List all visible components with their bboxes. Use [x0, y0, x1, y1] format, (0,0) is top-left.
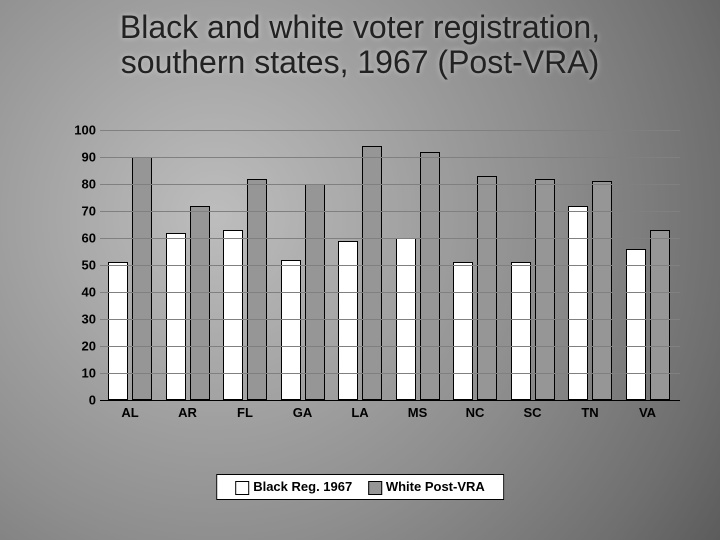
- x-tick-label: AR: [164, 405, 212, 420]
- y-tick-label: 90: [56, 150, 96, 165]
- title-line-2: southern states, 1967 (Post-VRA): [121, 44, 599, 80]
- x-tick-label: FL: [221, 405, 269, 420]
- legend-item-1: White Post-VRA: [368, 479, 485, 494]
- y-tick-label: 80: [56, 177, 96, 192]
- y-tick-label: 100: [56, 123, 96, 138]
- slide-background: Black and white voter registration, sout…: [0, 0, 720, 540]
- chart-container: AL AR FL GA LA MS NC SC TN VA 0102030405060708090…: [60, 130, 680, 450]
- legend-label-0: Black Reg. 1967: [253, 479, 352, 494]
- legend-swatch-0: [235, 481, 249, 495]
- slide-title: Black and white voter registration, sout…: [0, 10, 720, 80]
- y-tick-label: 50: [56, 258, 96, 273]
- chart-legend: Black Reg. 1967 White Post-VRA: [216, 474, 504, 500]
- legend-item-0: Black Reg. 1967: [235, 479, 356, 494]
- title-line-1: Black and white voter registration,: [120, 9, 600, 45]
- legend-swatch-1: [368, 481, 382, 495]
- x-tick-label: NC: [451, 405, 499, 420]
- x-tick-label: LA: [336, 405, 384, 420]
- x-tick-label: MS: [394, 405, 442, 420]
- x-tick-label: GA: [279, 405, 327, 420]
- y-tick-label: 70: [56, 204, 96, 219]
- x-tick-label: TN: [566, 405, 614, 420]
- y-tick-label: 10: [56, 366, 96, 381]
- y-tick-label: 30: [56, 312, 96, 327]
- x-tick-label: VA: [624, 405, 672, 420]
- x-tick-label: AL: [106, 405, 154, 420]
- y-tick-label: 40: [56, 285, 96, 300]
- x-tick-label: SC: [509, 405, 557, 420]
- y-tick-label: 0: [56, 393, 96, 408]
- y-tick-label: 20: [56, 339, 96, 354]
- legend-label-1: White Post-VRA: [386, 479, 485, 494]
- y-tick-label: 60: [56, 231, 96, 246]
- y-axis-labels: 0102030405060708090100: [60, 130, 680, 400]
